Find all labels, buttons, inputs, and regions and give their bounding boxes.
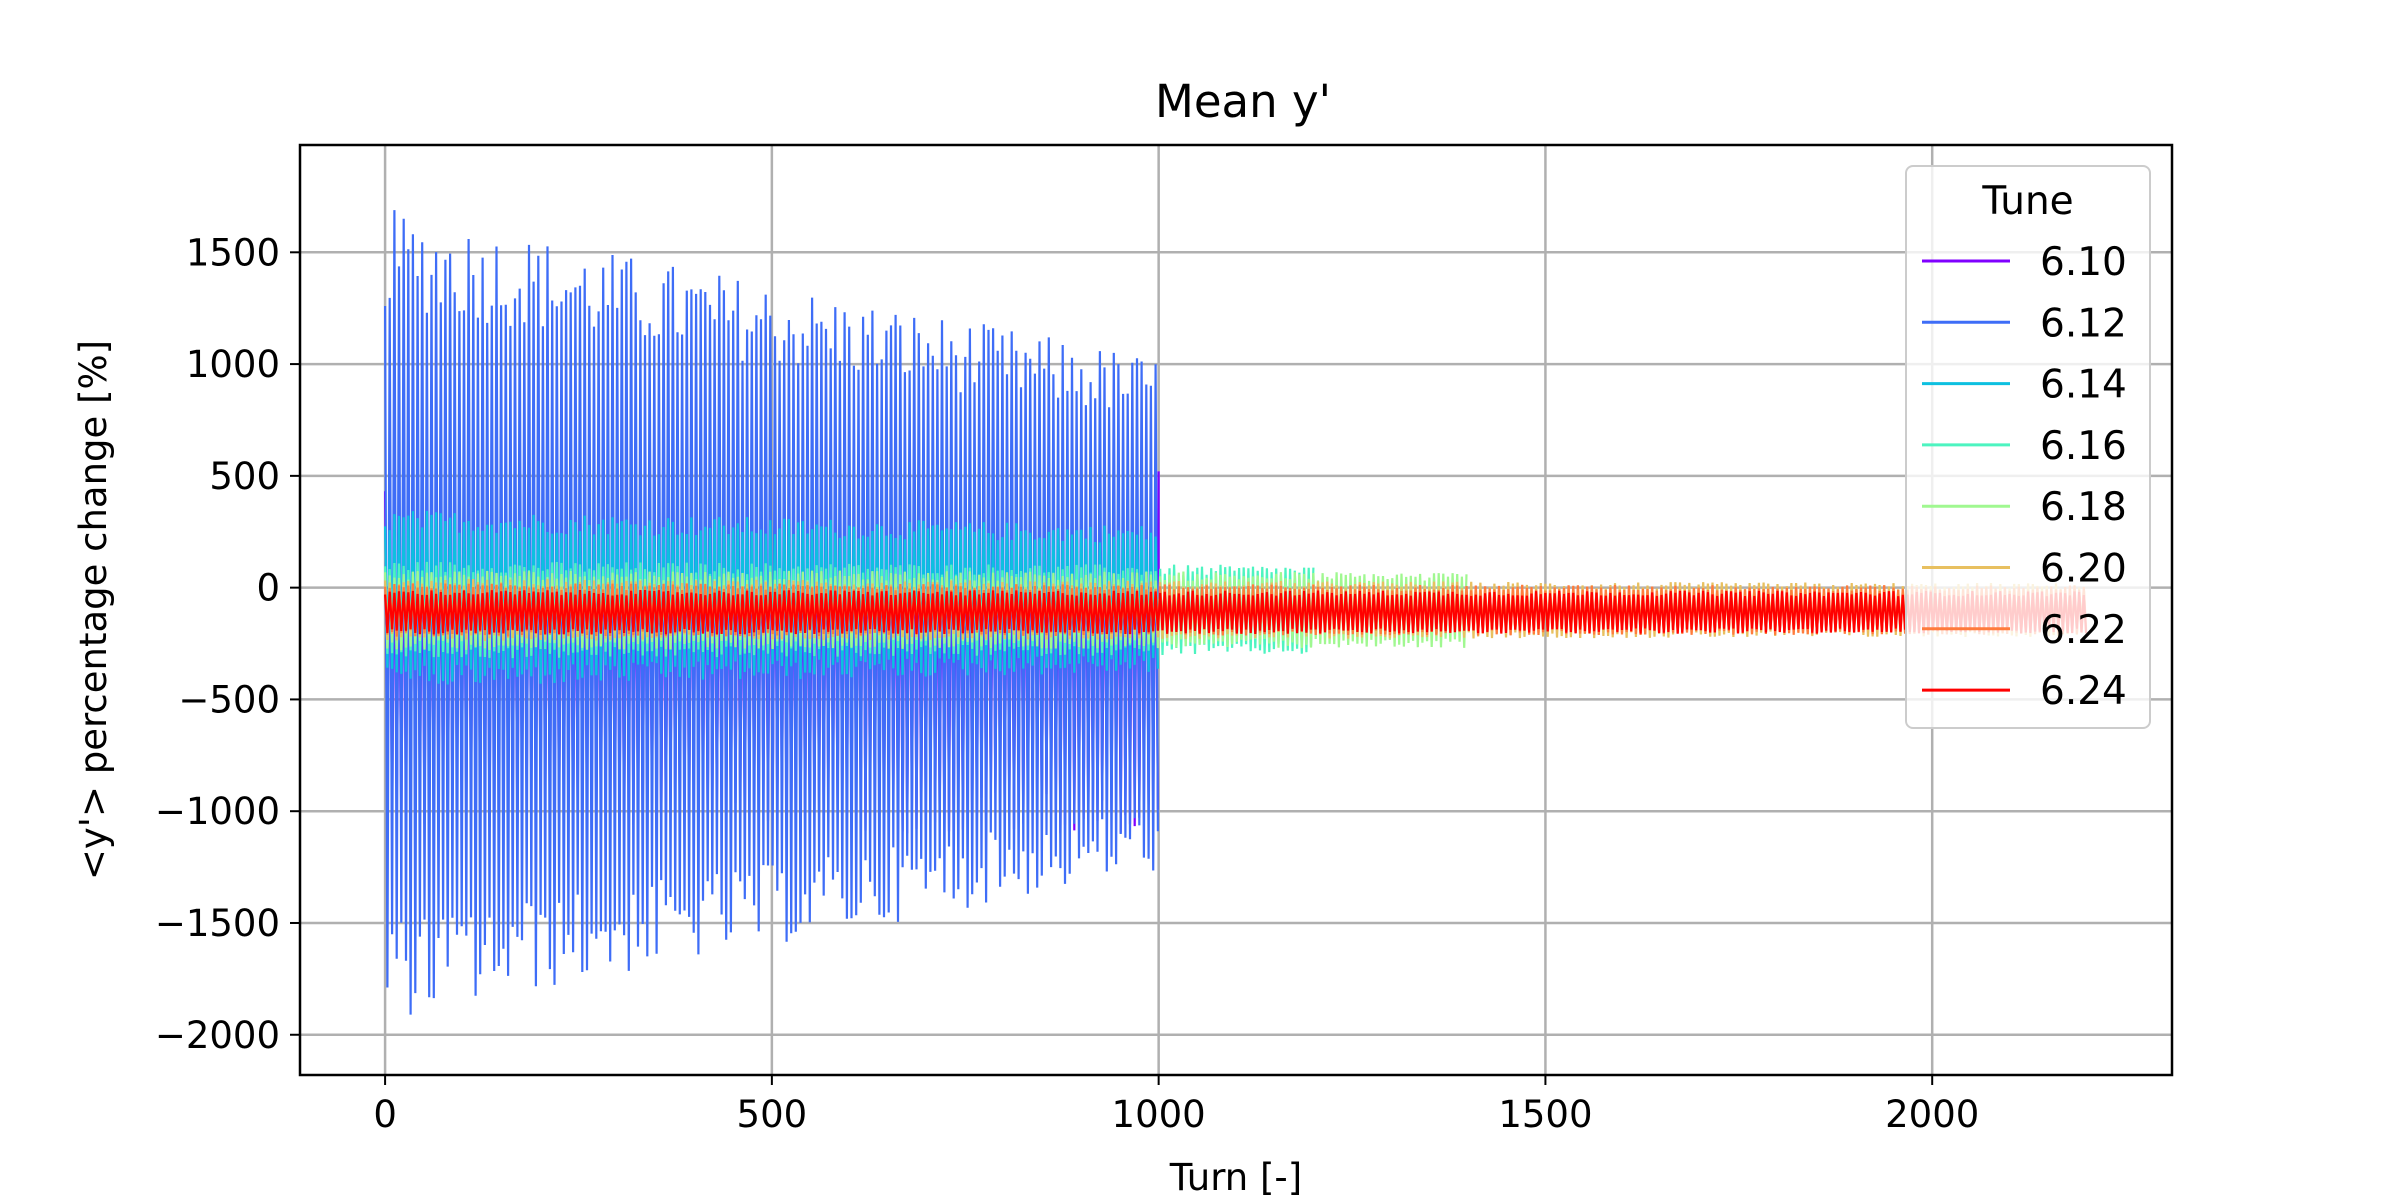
y-tick-label: 0 — [256, 567, 280, 610]
x-tick-label: 1000 — [1112, 1093, 1206, 1136]
legend-label: 6.14 — [2040, 363, 2127, 408]
axis-ticks: 0 500 1000 1500 2000 −2000 −1500 −1000 −500 0 500 1… — [155, 231, 1979, 1136]
y-tick-label: −1000 — [155, 790, 280, 833]
legend-label: 6.12 — [2040, 301, 2127, 346]
y-tick-label: −2000 — [155, 1014, 280, 1057]
chart-title: Mean y' — [1155, 75, 1331, 128]
legend-label: 6.20 — [2040, 547, 2127, 592]
x-tick-label: 500 — [737, 1093, 808, 1136]
y-axis-label: <y'> percentage change [%] — [72, 340, 115, 880]
x-axis-label: Turn [-] — [1169, 1156, 1302, 1199]
legend-label: 6.10 — [2040, 240, 2127, 285]
y-tick-label: 500 — [209, 455, 280, 498]
legend-title: Tune — [1981, 179, 2073, 224]
legend-label: 6.16 — [2040, 424, 2127, 469]
x-tick-label: 2000 — [1885, 1093, 1979, 1136]
legend-entries: 6.10 6.12 6.14 6.16 6.18 6.20 6.22 6.24 — [1922, 240, 2127, 714]
legend-label: 6.18 — [2040, 485, 2127, 530]
y-tick-label: −500 — [178, 678, 280, 721]
legend: Tune 6.10 6.12 6.14 6.16 6.18 6.20 6.22 6.24 — [1905, 165, 2151, 729]
y-tick-label: 1000 — [186, 343, 280, 386]
legend-box — [1905, 165, 2151, 729]
y-tick-label: −1500 — [155, 902, 280, 945]
series-line-6-24 — [384, 589, 2088, 635]
x-tick-label: 1500 — [1498, 1093, 1592, 1136]
legend-label: 6.24 — [2040, 669, 2127, 714]
y-tick-label: 1500 — [186, 231, 280, 274]
x-tick-label: 0 — [373, 1093, 397, 1136]
plot-frame — [298, 143, 2174, 1077]
series-lines — [384, 210, 2088, 1015]
legend-label: 6.22 — [2040, 608, 2127, 653]
